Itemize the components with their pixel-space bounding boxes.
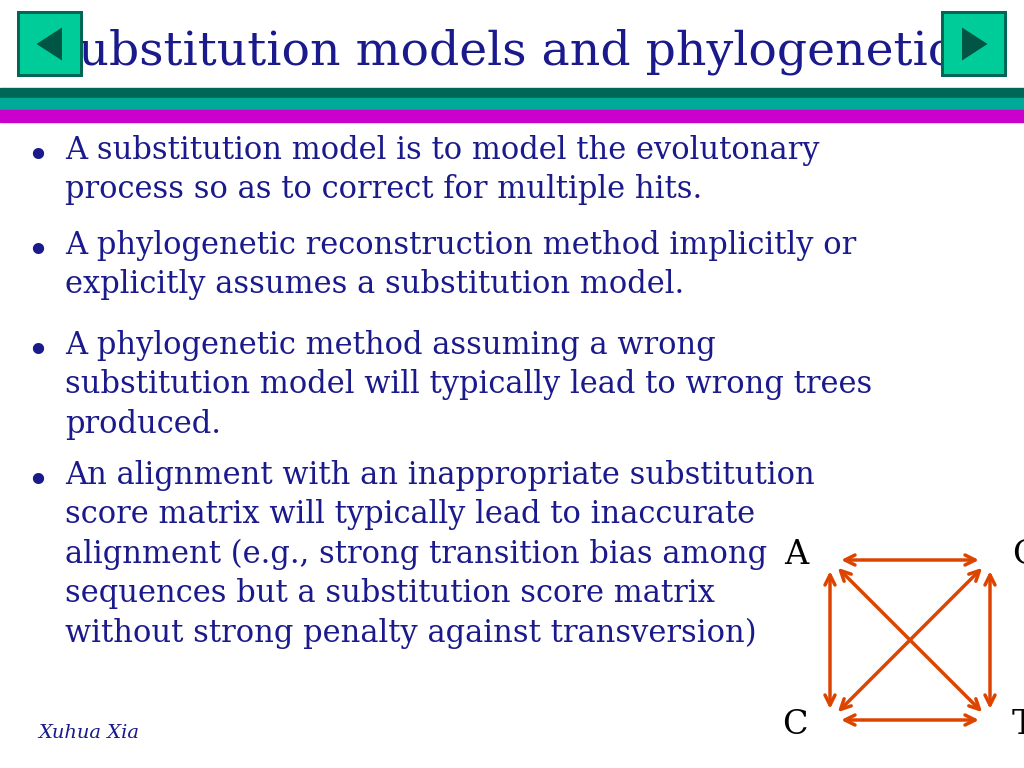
Text: A substitution model is to model the evolutonary
process so as to correct for mu: A substitution model is to model the evo…: [65, 135, 819, 205]
FancyBboxPatch shape: [944, 14, 1004, 74]
FancyBboxPatch shape: [941, 11, 1007, 77]
Text: Xuhua Xia: Xuhua Xia: [38, 724, 139, 742]
Text: A: A: [783, 539, 808, 571]
Text: A phylogenetic method assuming a wrong
substitution model will typically lead to: A phylogenetic method assuming a wrong s…: [65, 330, 872, 440]
Bar: [0, 98, 1024, 110]
Bar: [0, 88, 1024, 98]
Bar: [0, 110, 1024, 122]
Polygon shape: [962, 28, 987, 61]
Polygon shape: [37, 28, 62, 61]
Text: An alignment with an inappropriate substitution
score matrix will typically lead: An alignment with an inappropriate subst…: [65, 460, 815, 649]
Text: C: C: [782, 709, 808, 741]
Text: •: •: [27, 334, 49, 371]
Text: •: •: [27, 464, 49, 501]
Text: A phylogenetic reconstruction method implicitly or
explicitly assumes a substitu: A phylogenetic reconstruction method imp…: [65, 230, 856, 300]
Text: •: •: [27, 234, 49, 271]
Text: G: G: [1012, 539, 1024, 571]
FancyBboxPatch shape: [17, 11, 83, 77]
Text: T: T: [1012, 709, 1024, 741]
Text: •: •: [27, 139, 49, 176]
FancyBboxPatch shape: [20, 14, 80, 74]
Text: Substitution models and phylogenetics: Substitution models and phylogenetics: [46, 28, 978, 75]
